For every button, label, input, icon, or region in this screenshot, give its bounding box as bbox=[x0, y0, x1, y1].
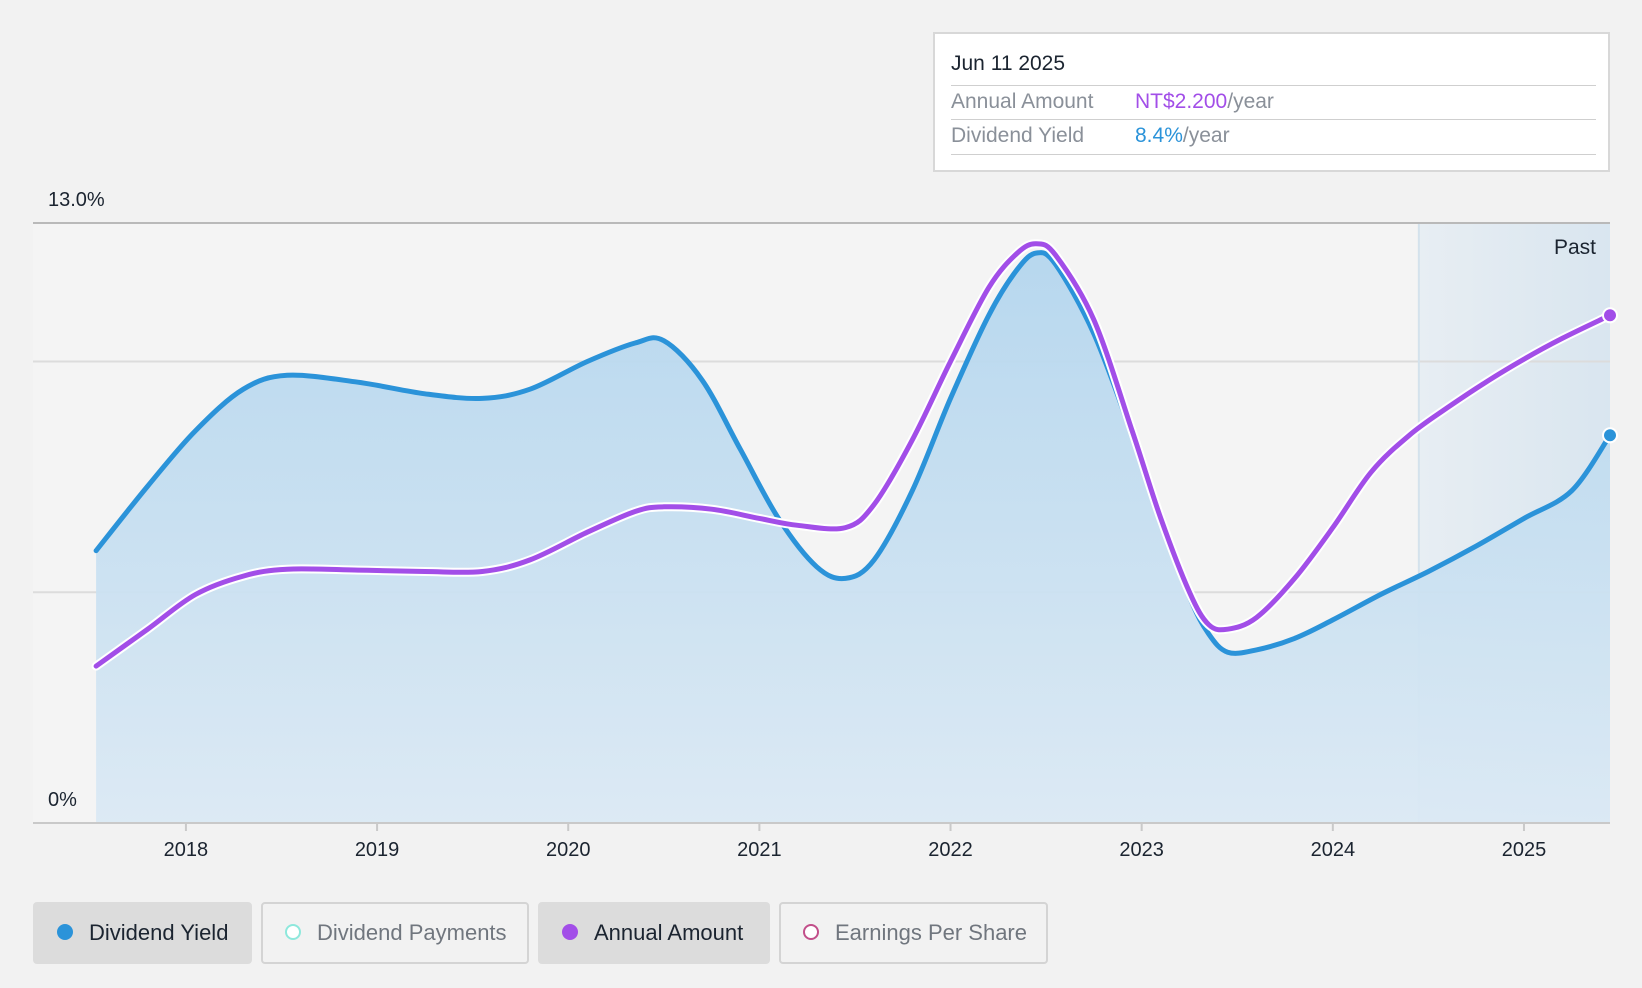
y-tick-label-top: 13.0% bbox=[48, 189, 105, 211]
tooltip-value-wrap: NT$2.200/year bbox=[1135, 86, 1274, 118]
dividend-yield-line bbox=[93, 250, 1613, 656]
x-tick-label: 2024 bbox=[1311, 839, 1356, 861]
tooltip-suffix: /year bbox=[1182, 124, 1230, 147]
tooltip-date: Jun 11 2025 bbox=[951, 52, 1066, 75]
earnings-per-share-dot-icon bbox=[803, 924, 819, 940]
x-tick-label: 2019 bbox=[355, 839, 400, 861]
x-tick-label: 2025 bbox=[1502, 839, 1547, 861]
tooltip-value-wrap: 8.4%/year bbox=[1135, 120, 1230, 152]
tooltip-label: Dividend Yield bbox=[951, 124, 1085, 147]
x-tick-label: 2018 bbox=[164, 839, 209, 861]
dividend-payments-dot-icon bbox=[285, 924, 301, 940]
legend-label: Dividend Yield bbox=[89, 920, 229, 945]
past-label: Past bbox=[1554, 236, 1596, 259]
legend-label: Annual Amount bbox=[594, 920, 744, 945]
tooltip-row-annual-amount: Annual Amount NT$2.200/year bbox=[951, 85, 1596, 120]
legend-toggle-earnings-per-share[interactable]: Earnings Per Share bbox=[779, 902, 1048, 964]
legend-toggle-dividend-yield[interactable]: Dividend Yield bbox=[33, 902, 252, 964]
x-axis-ticks: 2018 2019 2020 2021 2022 2023 2024 2025 bbox=[164, 823, 1547, 861]
tooltip-value: 8.4% bbox=[1135, 124, 1183, 147]
dividend-yield-dot-icon bbox=[57, 924, 73, 940]
x-tick-label: 2020 bbox=[546, 839, 591, 861]
annual-amount-endpoint bbox=[1602, 307, 1618, 324]
annual-amount-dot-icon bbox=[562, 924, 578, 940]
tooltip-value: NT$2.200 bbox=[1135, 90, 1228, 113]
dividend-yield-area bbox=[96, 252, 1611, 824]
legend-label: Earnings Per Share bbox=[835, 920, 1027, 945]
legend-label: Dividend Payments bbox=[317, 920, 507, 945]
legend-toggle-annual-amount[interactable]: Annual Amount bbox=[538, 902, 770, 964]
legend-toggle-dividend-payments[interactable]: Dividend Payments bbox=[261, 902, 529, 964]
x-tick-label: 2021 bbox=[737, 839, 782, 861]
tooltip-suffix: /year bbox=[1227, 90, 1274, 113]
y-tick-label-bottom: 0% bbox=[48, 789, 77, 811]
x-tick-label: 2023 bbox=[1119, 839, 1164, 861]
x-tick-label: 2022 bbox=[928, 839, 973, 861]
annual-amount-line bbox=[93, 241, 1613, 669]
dividend-yield-endpoint bbox=[1602, 427, 1618, 444]
tooltip-row-dividend-yield: Dividend Yield 8.4%/year bbox=[951, 119, 1596, 155]
hover-tooltip: Jun 11 2025 Annual Amount NT$2.200/year … bbox=[933, 32, 1610, 172]
tooltip-label: Annual Amount bbox=[951, 90, 1094, 113]
